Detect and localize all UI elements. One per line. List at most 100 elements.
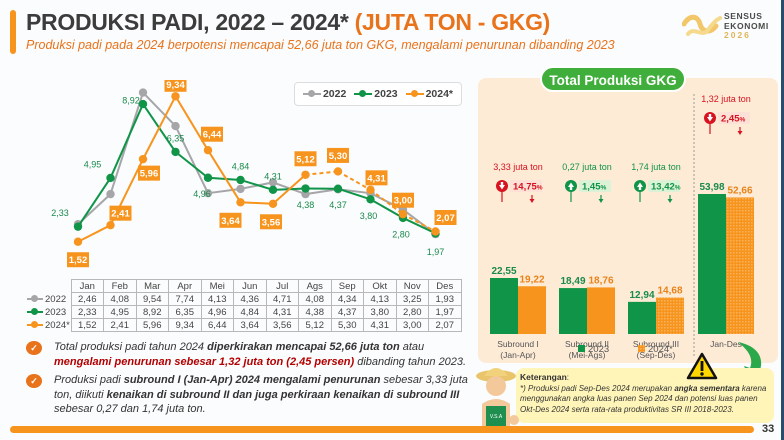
data-point-2023-Sep[interactable] — [333, 184, 343, 193]
data-point-2024-Des[interactable] — [431, 227, 440, 236]
series-segment-2023 — [109, 103, 144, 179]
label-box — [164, 80, 187, 92]
series-segment-2023 — [402, 217, 436, 235]
series-segment-2024 — [337, 170, 371, 191]
legend-item-2023[interactable]: 2023 — [354, 88, 398, 100]
data-label-2024: 5,12 — [294, 151, 317, 167]
data-point-2023-Ags[interactable] — [301, 184, 310, 193]
bar-2023-3[interactable] — [628, 301, 656, 334]
data-point-2022-Feb[interactable] — [106, 189, 115, 199]
legend-item-2022[interactable]: 2022 — [302, 88, 346, 100]
table-cell: 1,52 — [70, 318, 104, 332]
series-segment-2023 — [174, 151, 209, 179]
bar-2023-1[interactable] — [490, 278, 518, 334]
series-segment-2023 — [207, 176, 241, 181]
check-icon: ✓ — [26, 341, 42, 355]
title-accent-bar — [10, 10, 16, 54]
table-cell: 4,34 — [330, 292, 364, 306]
table-cell: 4,31 — [265, 305, 299, 319]
bar-2023-4[interactable] — [698, 194, 726, 334]
table-cell: 4,37 — [330, 305, 364, 319]
series-segment-2024 — [142, 95, 177, 160]
finding-text: Produksi padi subround I (Jan-Apr) 2024 … — [54, 374, 468, 415]
data-point-2022-Apr[interactable] — [171, 121, 180, 131]
data-label-2023: 4,96 — [193, 189, 211, 199]
bar-value-2024: 14,68 — [657, 286, 682, 297]
data-point-2023-Okt[interactable] — [366, 195, 375, 204]
data-point-2024-Jul[interactable] — [268, 199, 278, 208]
data-point-2022-Jun[interactable] — [236, 184, 245, 194]
bar-2023-2[interactable] — [559, 288, 587, 334]
data-label-text: 2,41 — [111, 209, 130, 220]
table-cell: 1,97 — [428, 305, 462, 319]
data-point-2024-Apr[interactable] — [171, 92, 180, 101]
data-point-2023-Apr[interactable] — [171, 147, 180, 157]
data-point-2024-Jan[interactable] — [73, 237, 83, 246]
table-cell: 6,44 — [200, 318, 234, 332]
legend-swatch-2023 — [578, 345, 585, 352]
data-label-2024: 9,34 — [164, 80, 187, 92]
down-arrow-icon — [496, 180, 508, 202]
table-cell: 2,07 — [428, 318, 462, 332]
data-label-text: 9,34 — [166, 80, 185, 91]
change-amount: 1,32 juta ton — [701, 94, 751, 104]
data-point-2024-Ags[interactable] — [301, 170, 310, 179]
change-percent: 14,75% — [513, 182, 543, 193]
data-point-2024-Sep[interactable] — [333, 167, 343, 176]
table-cell: 9,34 — [168, 318, 202, 332]
bar-2024-2[interactable] — [587, 287, 615, 334]
data-point-2023-Jul[interactable] — [268, 185, 278, 195]
col-header: Okt — [363, 279, 397, 293]
bar-value-2023: 12,94 — [629, 290, 654, 301]
table-cell: 3,25 — [395, 292, 429, 306]
legend-item-2024[interactable]: 2024* — [405, 88, 453, 100]
table-cell: 4,95 — [103, 305, 137, 319]
table-cell: 2,46 — [70, 292, 104, 306]
row-label: 2022 — [25, 292, 72, 306]
col-header: Apr — [168, 279, 202, 293]
data-point-2022-Mei[interactable] — [203, 188, 213, 198]
data-point-2024-Feb[interactable] — [106, 220, 115, 230]
data-point-2023-Mar[interactable] — [138, 99, 148, 109]
small-arrow-head — [598, 199, 604, 203]
percent-badge — [718, 112, 750, 124]
bar-2024-1[interactable] — [518, 286, 546, 334]
data-point-2023-Jun[interactable] — [236, 175, 245, 185]
svg-text:V.S.A: V.S.A — [490, 414, 503, 420]
col-header: Nov — [395, 279, 429, 293]
data-point-2024-Mar[interactable] — [138, 154, 148, 164]
data-label-text: 1,52 — [69, 255, 88, 266]
line-chart-legend: 2022 2023 2024* — [294, 82, 462, 106]
finding-1: ✓ Total produksi padi tahun 2024 diperki… — [22, 340, 472, 369]
data-point-2023-Mei[interactable] — [203, 173, 213, 182]
series-segment-2023 — [370, 198, 404, 219]
data-point-2022-Jul[interactable] — [268, 178, 278, 187]
data-point-2023-Jan[interactable] — [73, 222, 83, 231]
logo-mark-icon — [681, 14, 722, 36]
bar-2024-4[interactable] — [726, 197, 754, 334]
label-box — [365, 170, 388, 186]
sensus-ekonomi-logo: SENSUS EKONOMI 2026 — [681, 10, 776, 44]
series-segment-2024 — [207, 149, 242, 203]
farmer-illustration-icon: V.S.A — [476, 368, 519, 426]
data-label-2024: 4,31 — [365, 170, 388, 186]
table-cell: 4,08 — [103, 292, 137, 306]
monthly-data-table: Jan Feb Mar Apr Mei Jun Jul Ags Sep Okt … — [25, 279, 462, 332]
row-label: 2023 — [25, 305, 72, 319]
col-header: Sep — [330, 279, 364, 293]
data-label-text: 5,30 — [329, 151, 348, 162]
data-point-2024-Okt[interactable] — [366, 185, 375, 195]
bar-2024-3[interactable] — [656, 297, 684, 334]
data-label-2023: 2,33 — [51, 208, 69, 218]
data-point-2024-Mei[interactable] — [203, 146, 213, 155]
data-point-2023-Feb[interactable] — [106, 173, 115, 183]
table-cell: 4,31 — [363, 318, 397, 332]
data-point-2022-Mar[interactable] — [138, 88, 148, 97]
data-point-2024-Jun[interactable] — [236, 198, 245, 207]
data-label-2024: 1,52 — [67, 252, 89, 268]
data-label-2024: 3,64 — [219, 212, 242, 228]
percent-badge — [510, 180, 542, 192]
data-point-2024-Nov[interactable] — [398, 210, 408, 219]
data-label-2024: 2,07 — [434, 209, 457, 225]
